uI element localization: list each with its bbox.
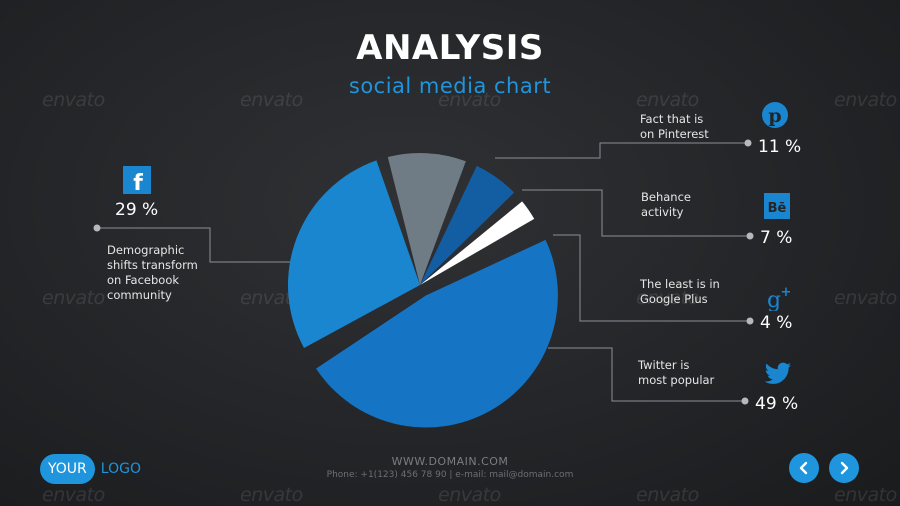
twitter-description: Twitter is most popular	[638, 358, 715, 387]
facebook-icon: f	[123, 166, 151, 196]
behance-icon: Bē	[764, 193, 790, 219]
connector-dot-twitter	[741, 397, 749, 405]
pie-slices	[288, 153, 558, 428]
chevron-left-icon	[799, 461, 808, 475]
svg-text:Bē: Bē	[768, 201, 787, 216]
logo-text: LOGO	[100, 461, 141, 477]
google-plus-icon: g +	[764, 283, 792, 313]
svg-text:f: f	[133, 171, 143, 194]
twitter-bird-icon	[764, 362, 792, 386]
googleplus-description: The least is in Google Plus	[640, 277, 720, 306]
pinterest-icon: p	[762, 102, 788, 128]
page-subtitle: social media chart	[348, 74, 552, 98]
pie-slice-googleplus	[420, 201, 535, 285]
footer-contact: Phone: +1(123) 456 78 90 | e-mail: mail@…	[326, 470, 574, 480]
prev-button[interactable]	[789, 453, 819, 483]
pie-slice-behance	[420, 165, 515, 285]
chevron-right-icon	[840, 461, 849, 475]
facebook-description: Demographic shifts transform on Facebook…	[107, 243, 198, 302]
svg-text:g: g	[767, 288, 781, 311]
pinterest-percent: 11 %	[758, 137, 802, 157]
connector-line-pinterest	[495, 142, 748, 159]
logo: YOUR LOGO	[40, 454, 141, 484]
connector-lines	[93, 139, 754, 405]
connector-dot-pinterest	[744, 139, 752, 147]
logo-pill: YOUR	[40, 454, 95, 484]
connector-line-googleplus	[553, 234, 750, 322]
behance-description: Behance activity	[641, 190, 691, 219]
behance-percent: 7 %	[760, 228, 793, 248]
connector-line-facebook	[97, 227, 290, 263]
pie-slice-facebook	[288, 160, 420, 349]
googleplus-percent: 4 %	[760, 313, 793, 333]
connector-dot-behance	[746, 232, 754, 240]
facebook-percent: 29 %	[115, 200, 159, 220]
pinterest-description: Fact that is on Pinterest	[640, 112, 709, 141]
pie-slice-pinterest	[387, 153, 466, 285]
connector-line-behance	[522, 189, 750, 237]
twitter-percent: 49 %	[755, 394, 799, 414]
pie-slice-twitter	[316, 239, 558, 428]
svg-text:+: +	[781, 285, 792, 300]
svg-text:p: p	[768, 105, 781, 127]
footer-url[interactable]: WWW.DOMAIN.COM	[391, 455, 509, 468]
next-button[interactable]	[829, 453, 859, 483]
page-title: ANALYSIS	[356, 28, 544, 68]
connector-dot-facebook	[93, 224, 101, 232]
connector-line-twitter	[548, 347, 745, 402]
connector-dot-googleplus	[746, 317, 754, 325]
